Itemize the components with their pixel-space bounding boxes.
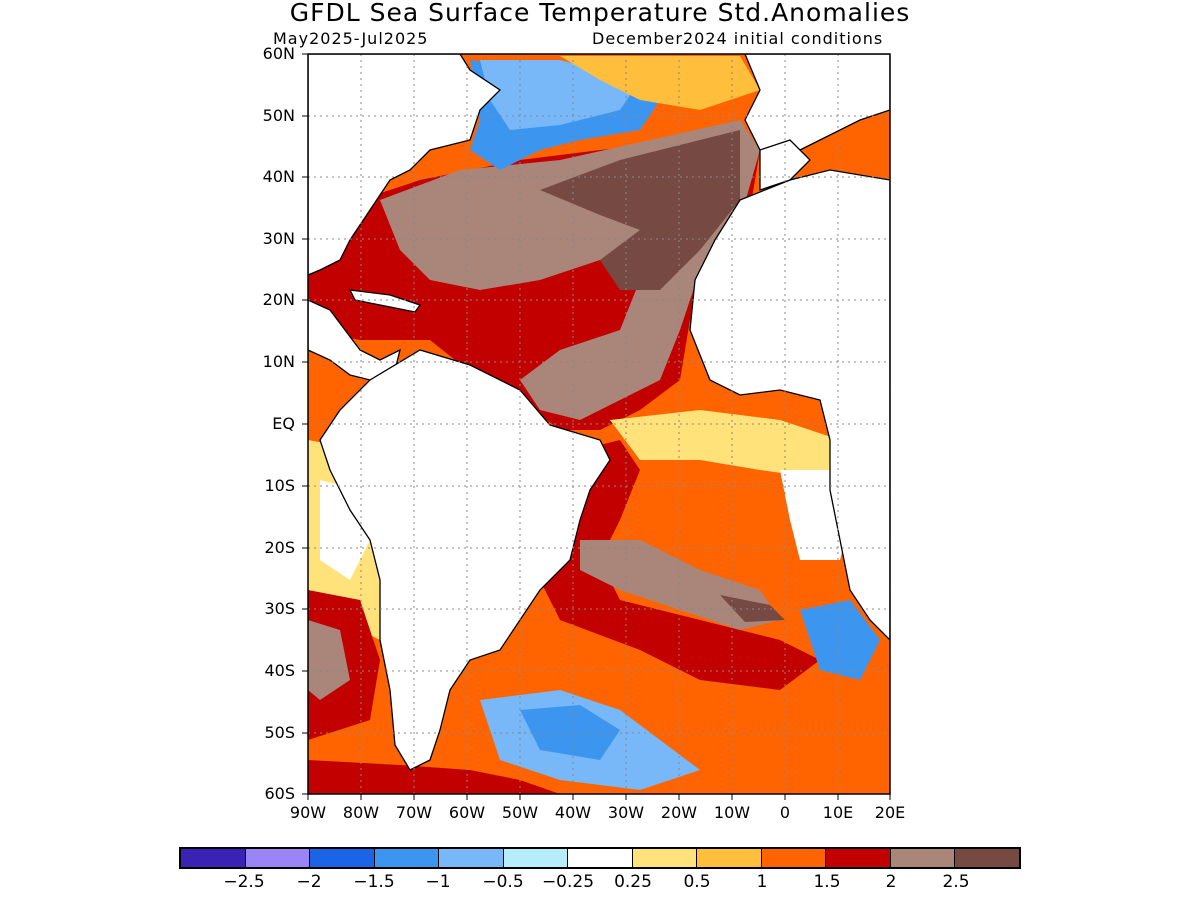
lat-label-40n: 40N bbox=[262, 167, 295, 186]
lat-label-40s: 40S bbox=[264, 661, 295, 680]
colorbar-swatch bbox=[568, 849, 633, 867]
anomaly-region-pacific-south-brown bbox=[308, 620, 350, 700]
lat-label-eq: EQ bbox=[272, 414, 295, 433]
land-iberia-north-africa bbox=[759, 139, 811, 191]
colorbar-label: −1 bbox=[425, 872, 451, 892]
colorbar-swatch bbox=[826, 849, 891, 867]
land-africa bbox=[689, 169, 890, 641]
colorbar-label: −2 bbox=[296, 872, 322, 892]
lon-label-10e: 10E bbox=[822, 803, 854, 822]
map-title: GFDL Sea Surface Temperature Std.Anomali… bbox=[289, 0, 911, 27]
colorbar-swatch bbox=[245, 849, 311, 867]
colorbar-label: 2.5 bbox=[942, 872, 970, 892]
colorbar-label: 0.25 bbox=[614, 872, 652, 892]
colorbar-label: 2 bbox=[885, 872, 897, 892]
colorbar-swatch bbox=[890, 849, 956, 867]
land-central-america bbox=[308, 299, 401, 381]
colorbar-label: −1.5 bbox=[353, 872, 395, 892]
axis-ticks bbox=[302, 53, 891, 800]
anomaly-region-north-darkbrown bbox=[540, 130, 740, 290]
colorbar-swatch bbox=[374, 849, 440, 867]
lat-label-10s: 10S bbox=[264, 476, 295, 495]
colorbar bbox=[179, 847, 1021, 869]
lon-label-10w: 10W bbox=[713, 803, 751, 822]
colorbar-swatch bbox=[632, 849, 698, 867]
colorbar-label: −0.5 bbox=[482, 872, 524, 892]
colorbar-swatch bbox=[955, 849, 1019, 867]
lat-label-50s: 50S bbox=[264, 723, 295, 742]
colorbar-label: −2.5 bbox=[223, 872, 265, 892]
colorbar-swatch bbox=[439, 849, 504, 867]
lon-label-20e: 20E bbox=[874, 803, 906, 822]
lon-label-40w: 40W bbox=[554, 803, 592, 822]
lon-label-30w: 30W bbox=[607, 803, 645, 822]
lat-label-60n: 60N bbox=[262, 44, 295, 63]
lat-label-50n: 50N bbox=[262, 106, 295, 125]
lat-label-60s: 60S bbox=[264, 784, 295, 803]
colorbar-label: −0.25 bbox=[541, 872, 595, 892]
lat-label-20s: 20S bbox=[264, 538, 295, 557]
anomaly-region-south-blue bbox=[520, 705, 620, 760]
colorbar-swatch bbox=[761, 849, 827, 867]
anomaly-region-benguela-red bbox=[540, 440, 820, 690]
colorbar-swatch bbox=[310, 849, 375, 867]
initial-conditions: December2024 initial conditions bbox=[592, 29, 884, 48]
colorbar-label: 0.5 bbox=[683, 872, 711, 892]
lon-label-90w: 90W bbox=[289, 803, 327, 822]
anomaly-region-drake-red bbox=[308, 760, 560, 794]
colorbar-swatch bbox=[503, 849, 569, 867]
lat-label-30n: 30N bbox=[262, 229, 295, 248]
colorbar-swatch bbox=[181, 849, 246, 867]
land-north-america bbox=[308, 54, 502, 276]
lat-label-10n: 10N bbox=[262, 352, 295, 371]
graticule bbox=[308, 54, 890, 794]
colorbar-label: 1.5 bbox=[813, 872, 841, 892]
lon-label-80w: 80W bbox=[342, 803, 380, 822]
lat-label-20n: 20N bbox=[262, 290, 295, 309]
anomaly-region-south-brown bbox=[580, 540, 780, 630]
anomaly-region-northeast-orange bbox=[560, 56, 760, 110]
colorbar-label: 1 bbox=[756, 872, 768, 892]
lon-label-0: 0 bbox=[779, 803, 791, 822]
lon-label-60w: 60W bbox=[448, 803, 486, 822]
lon-label-70w: 70W bbox=[395, 803, 433, 822]
land-caribbean-islands bbox=[348, 289, 422, 313]
lon-label-20w: 20W bbox=[660, 803, 698, 822]
lon-label-50w: 50W bbox=[501, 803, 539, 822]
anomaly-region-equator-yellow bbox=[610, 410, 840, 480]
land-south-america bbox=[319, 349, 611, 771]
lat-label-30s: 30S bbox=[264, 599, 295, 618]
colorbar-swatch bbox=[697, 849, 762, 867]
anomaly-region-southeast-blue bbox=[800, 600, 880, 680]
forecast-period: May2025-Jul2025 bbox=[273, 29, 429, 48]
